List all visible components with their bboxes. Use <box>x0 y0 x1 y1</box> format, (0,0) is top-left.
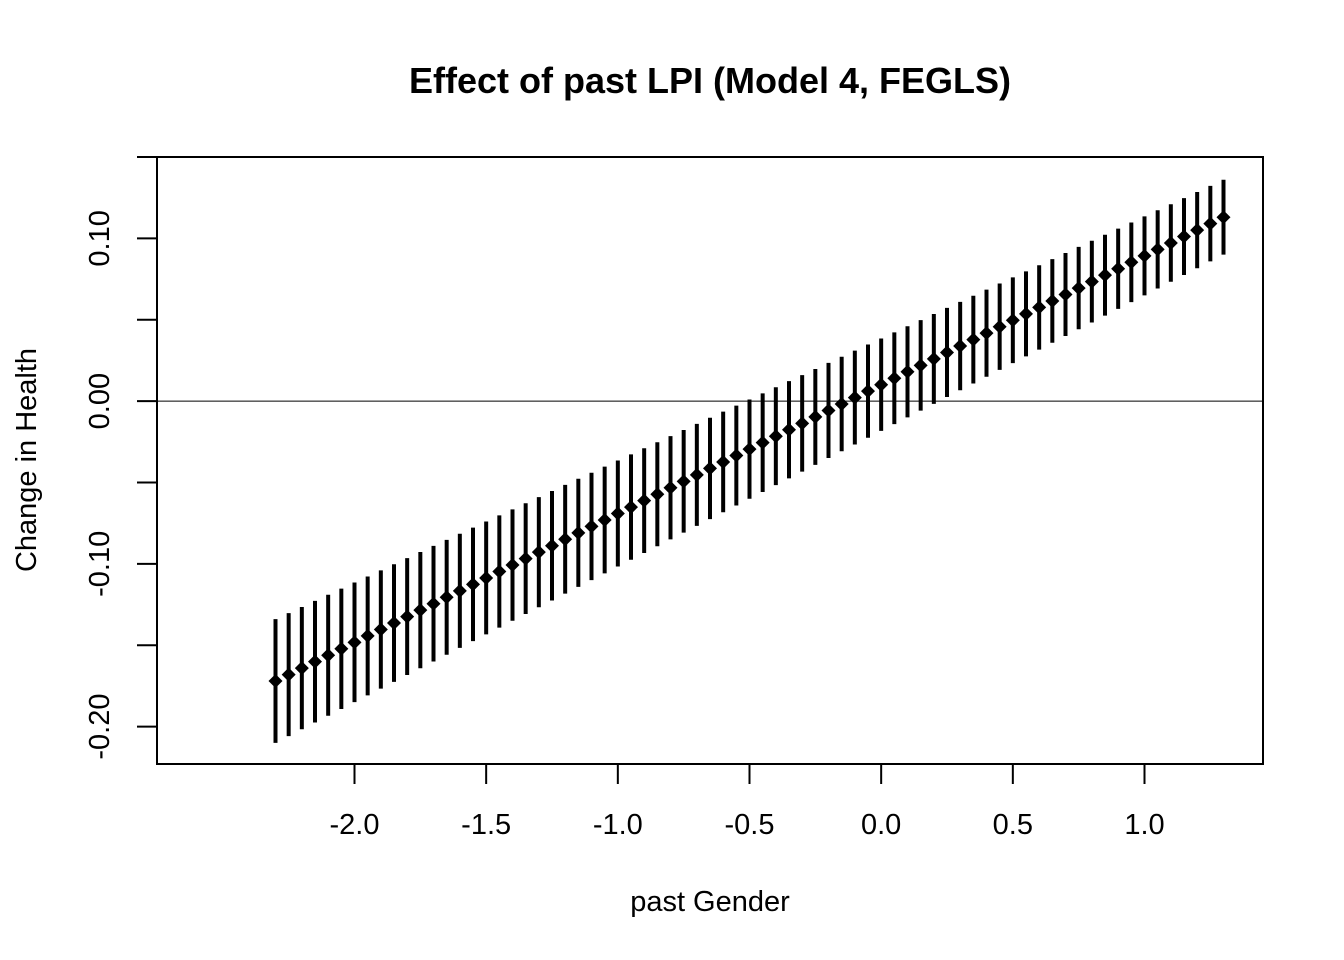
estimate-point <box>334 641 349 656</box>
x-tick-label: 0.0 <box>861 809 901 841</box>
estimate-point <box>413 603 428 618</box>
estimate-point <box>347 635 362 650</box>
estimate-point <box>637 493 652 508</box>
estimate-point <box>1111 261 1126 276</box>
estimate-point <box>400 609 415 624</box>
estimate-point <box>321 648 336 663</box>
estimate-point <box>900 364 915 379</box>
estimate-point <box>387 616 401 631</box>
estimate-point <box>861 384 875 399</box>
estimate-point <box>979 326 994 341</box>
estimate-point <box>373 622 388 637</box>
estimate-point <box>571 525 586 540</box>
estimate-point <box>755 435 770 450</box>
estimate-point <box>452 583 467 598</box>
estimate-point <box>1058 287 1073 302</box>
estimate-point <box>531 545 546 560</box>
estimate-point <box>874 377 889 392</box>
y-tick-label: 0.10 <box>84 210 116 266</box>
estimate-point <box>1098 268 1112 283</box>
x-axis: -2.0 -1.5 -1.0 -0.5 0.0 0.5 1.0 <box>330 763 1165 841</box>
x-tick-label: -0.5 <box>725 809 775 841</box>
estimate-point <box>1190 223 1205 238</box>
estimate-point <box>966 332 981 347</box>
x-tick-label: 0.5 <box>993 809 1033 841</box>
x-tick-label: -2.0 <box>330 809 380 841</box>
estimate-point <box>913 358 928 373</box>
estimate-point <box>1124 255 1139 270</box>
y-tick-label: -0.10 <box>84 531 116 597</box>
estimate-point <box>360 628 375 643</box>
estimate-point <box>294 661 309 676</box>
estimate-point <box>1216 210 1231 225</box>
estimate-point <box>492 564 507 579</box>
x-tick-label: 1.0 <box>1124 809 1164 841</box>
estimate-point <box>505 558 520 573</box>
estimate-point <box>624 500 638 515</box>
chart-title: Effect of past LPI (Model 4, FEGLS) <box>409 60 1011 101</box>
estimate-point <box>742 442 757 457</box>
estimate-point <box>1203 216 1218 231</box>
estimate-point <box>1137 248 1152 263</box>
y-axis-title: Change in Health <box>11 348 43 572</box>
estimate-point <box>782 422 796 437</box>
estimate-point <box>610 506 625 521</box>
estimate-point <box>308 654 322 669</box>
estimate-point <box>821 403 836 418</box>
estimate-point <box>926 351 941 366</box>
estimate-point <box>703 461 717 476</box>
estimate-point <box>1177 229 1191 244</box>
estimate-point <box>584 519 599 534</box>
estimate-point <box>768 429 783 444</box>
x-tick-label: -1.5 <box>461 809 511 841</box>
estimate-point <box>518 551 533 566</box>
estimate-point <box>1150 242 1165 257</box>
estimate-point <box>689 467 704 482</box>
estimate-point <box>1005 313 1020 328</box>
estimate-point <box>1071 281 1086 296</box>
estimate-point <box>940 345 954 360</box>
estimate-point <box>1045 293 1060 308</box>
estimate-point <box>426 596 441 611</box>
estimate-point <box>558 532 573 547</box>
estimate-point <box>268 674 283 689</box>
estimate-point <box>834 397 849 412</box>
estimate-point <box>479 570 494 585</box>
x-axis-title: past Gender <box>630 886 790 918</box>
estimate-point <box>992 319 1007 334</box>
y-axis: -0.20 -0.10 0.00 0.10 <box>84 156 158 760</box>
estimate-point <box>1032 300 1047 315</box>
y-tick-label: -0.20 <box>84 694 116 760</box>
estimate-point <box>281 667 296 682</box>
estimate-point <box>808 409 823 424</box>
estimate-point <box>847 390 862 405</box>
estimate-point <box>597 512 612 527</box>
x-tick-label: -1.0 <box>593 809 643 841</box>
plot-area <box>157 179 1263 743</box>
estimate-point <box>1163 235 1178 250</box>
estimate-point <box>716 454 731 469</box>
estimate-point <box>439 590 454 605</box>
estimate-point <box>887 371 902 386</box>
estimate-point <box>545 538 559 553</box>
estimate-point <box>1084 274 1099 289</box>
estimate-point <box>650 487 665 502</box>
estimate-point <box>795 416 810 431</box>
estimate-point <box>953 339 968 354</box>
estimate-point <box>663 480 678 495</box>
y-tick-label: 0.00 <box>84 373 116 429</box>
estimate-point <box>466 577 480 592</box>
estimate-point <box>729 448 744 463</box>
estimate-point <box>1019 306 1033 321</box>
estimate-point <box>676 474 691 489</box>
